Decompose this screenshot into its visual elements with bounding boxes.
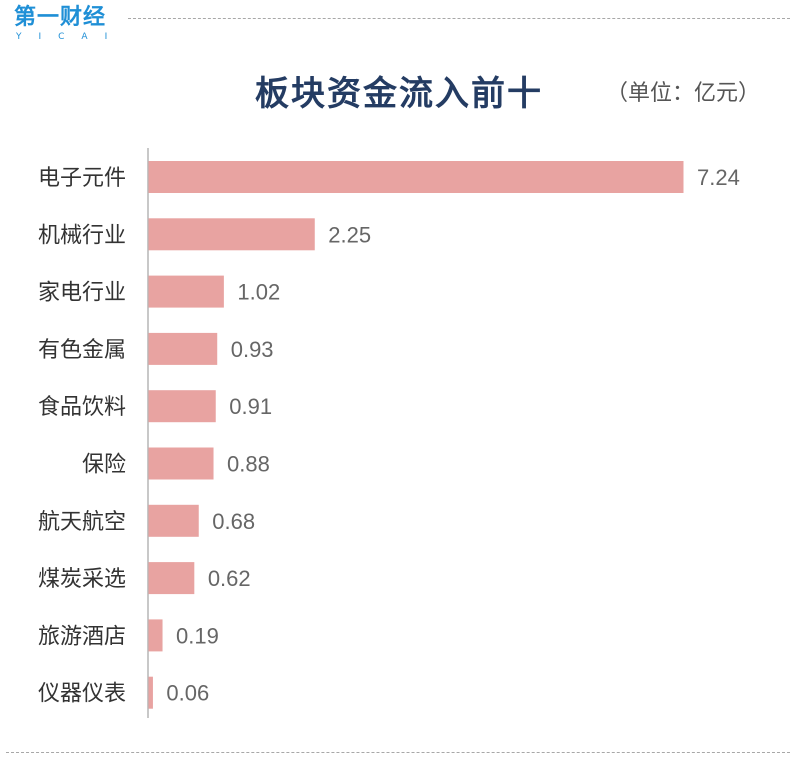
category-label: 航天航空 [38,510,126,535]
bar [148,504,199,537]
bar [148,562,195,595]
unit-label: （单位：亿元） [605,81,760,106]
bottom-divider [6,752,790,753]
logo-subtext: YICAI [16,32,125,42]
bar [148,447,214,480]
value-label: 0.06 [166,681,209,706]
bar [148,218,315,251]
bar [148,275,224,308]
value-label: 1.02 [237,280,280,305]
chart-title: 板块资金流入前十 [255,74,543,114]
value-label: 7.24 [697,165,740,190]
value-label: 0.91 [229,394,272,419]
category-label: 电子元件 [38,166,126,191]
value-label: 0.19 [176,623,219,648]
bars-group: 电子元件 7.24 机械行业 2.25 家电行业 1.02 有色金属 0.93 食品饮料 0.91… [38,161,740,709]
category-label: 煤炭采选 [38,567,126,592]
value-label: 0.62 [208,566,251,591]
category-label: 旅游酒店 [38,624,126,649]
value-label: 0.68 [212,509,255,534]
logo-text: 第一财经 [14,5,107,30]
value-label: 2.25 [328,222,371,247]
top-divider [128,18,790,19]
value-label: 0.93 [231,337,274,362]
logo: 第一财经 YICAI [14,5,119,43]
category-label: 食品饮料 [38,395,126,420]
category-label: 机械行业 [38,223,126,248]
category-label: 保险 [82,453,126,478]
value-label: 0.88 [227,452,270,477]
bar [148,676,153,709]
bar [148,619,163,652]
category-label: 家电行业 [38,281,126,306]
category-label: 有色金属 [38,338,126,363]
category-label: 仪器仪表 [38,682,126,707]
bar [148,161,684,193]
bar [148,332,218,365]
bar [148,390,216,423]
